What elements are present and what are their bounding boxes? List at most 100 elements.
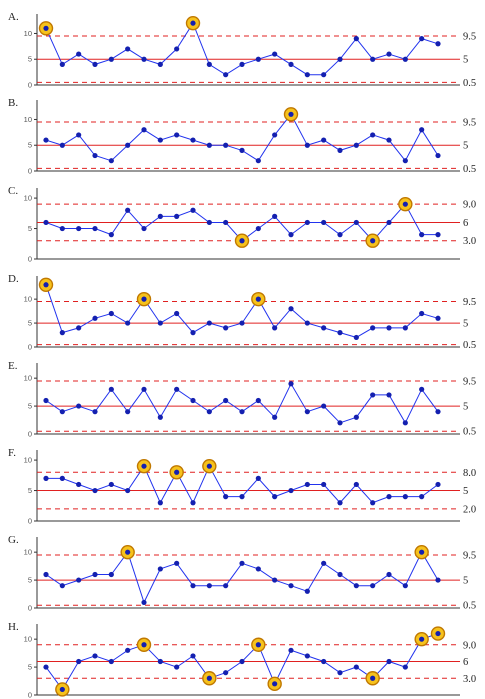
data-point	[223, 397, 229, 404]
data-point	[141, 296, 147, 302]
data-point	[206, 219, 212, 226]
y-tick-label: 10	[24, 29, 32, 38]
reference-label: 0.5	[463, 78, 476, 89]
data-point	[353, 36, 359, 42]
data-point	[239, 320, 245, 326]
data-point	[288, 111, 294, 117]
data-point	[92, 571, 98, 578]
data-point	[125, 409, 131, 415]
data-point	[190, 330, 196, 336]
data-point	[59, 330, 65, 336]
data-point	[288, 306, 294, 312]
series-line	[45, 113, 439, 162]
data-point	[157, 414, 163, 420]
data-point	[304, 219, 310, 226]
chart-panel-6: F. 0 5 10 8.0 5 2.0	[8, 447, 476, 526]
data-point	[92, 225, 98, 232]
data-point	[141, 56, 147, 62]
data-point	[435, 481, 441, 488]
data-point	[321, 403, 327, 409]
data-point	[288, 583, 294, 589]
data-point	[321, 560, 327, 566]
data-point	[190, 583, 196, 589]
data-point	[239, 409, 245, 415]
data-point	[419, 636, 425, 642]
data-point	[402, 56, 408, 62]
reference-label: 9.5	[463, 550, 476, 561]
data-point	[92, 61, 98, 67]
reference-label: 9.5	[463, 376, 476, 387]
data-point	[157, 658, 163, 665]
data-point	[386, 571, 392, 578]
series-line	[45, 284, 439, 338]
data-point	[337, 670, 343, 676]
data-point	[321, 658, 327, 665]
y-tick-label: 5	[28, 319, 32, 328]
data-point	[435, 152, 441, 159]
data-point	[190, 500, 196, 506]
data-point	[255, 475, 261, 481]
data-point	[288, 381, 294, 387]
data-point	[157, 500, 163, 506]
reference-label: 5	[463, 319, 468, 330]
data-point	[223, 670, 229, 676]
data-point	[304, 653, 310, 659]
data-point	[92, 315, 98, 321]
data-point	[43, 137, 49, 143]
data-point	[174, 664, 180, 670]
reference-label: 3.0	[463, 236, 476, 247]
data-point	[43, 571, 49, 578]
data-point	[43, 25, 49, 31]
data-point	[402, 325, 408, 331]
y-tick-label: 5	[28, 141, 32, 150]
data-point	[288, 232, 294, 238]
data-point	[370, 500, 376, 506]
data-point	[386, 658, 392, 665]
data-point	[337, 56, 343, 62]
data-point	[402, 494, 408, 500]
data-point	[174, 310, 180, 317]
data-point	[370, 675, 376, 681]
data-point	[174, 469, 180, 475]
data-point	[386, 219, 392, 226]
data-point	[141, 642, 147, 648]
data-point	[337, 571, 343, 578]
data-point	[190, 653, 196, 659]
data-point	[304, 142, 310, 148]
data-point	[223, 494, 229, 500]
reference-label: 0.5	[463, 427, 476, 438]
data-point	[370, 392, 376, 398]
data-point	[337, 232, 343, 238]
data-point	[272, 132, 278, 138]
data-point	[353, 334, 359, 341]
reference-label: 9.0	[463, 640, 476, 651]
panel-label: A.	[8, 11, 19, 23]
reference-label: 5	[463, 486, 468, 497]
y-tick-label: 0	[28, 255, 32, 264]
chart-panel-4: D. 0 5 10 9.5 5 0.5	[8, 273, 476, 352]
data-point	[386, 494, 392, 500]
data-point	[272, 494, 278, 500]
data-point	[141, 225, 147, 232]
panel-label: E.	[8, 360, 18, 372]
panel-label: D.	[8, 273, 19, 285]
data-point	[272, 213, 278, 219]
data-point	[402, 201, 408, 207]
data-point	[76, 325, 82, 331]
data-point	[190, 397, 196, 404]
data-point	[157, 320, 163, 326]
data-point	[174, 386, 180, 392]
data-point	[288, 487, 294, 494]
data-point	[141, 463, 147, 469]
y-tick-label: 0	[28, 691, 32, 699]
data-point	[59, 686, 65, 693]
y-tick-label: 10	[24, 194, 32, 203]
data-point	[206, 61, 212, 67]
reference-label: 0.5	[463, 340, 476, 351]
data-point	[174, 132, 180, 138]
data-point	[174, 46, 180, 52]
data-point	[272, 51, 278, 57]
data-point	[206, 320, 212, 326]
reference-label: 9.5	[463, 32, 476, 43]
